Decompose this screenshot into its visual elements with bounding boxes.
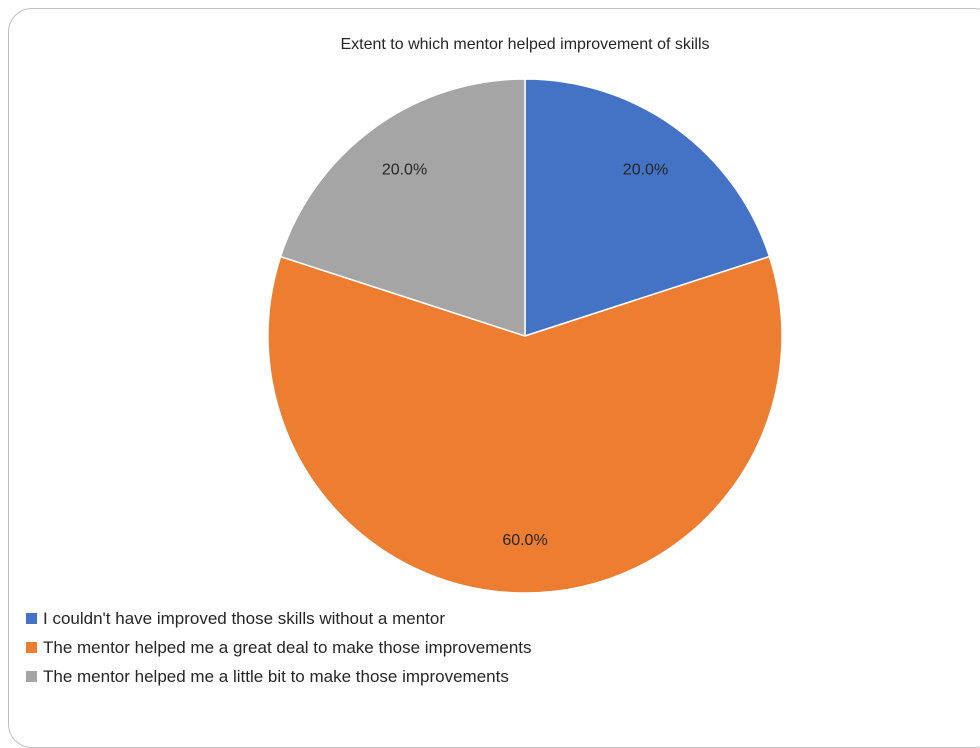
pie-slice-2 xyxy=(267,255,783,594)
legend-label: I couldn't have improved those skills wi… xyxy=(43,608,445,628)
data-label-2: 60.0% xyxy=(502,532,547,549)
legend-label: The mentor helped me a little bit to mak… xyxy=(43,666,509,686)
legend-swatch xyxy=(26,613,37,624)
chart-title: Extent to which mentor helped improvemen… xyxy=(340,36,710,53)
data-label-3: 20.0% xyxy=(382,161,427,178)
legend-item-2: The mentor helped me a great deal to mak… xyxy=(26,633,532,662)
legend-item-1: I couldn't have improved those skills wi… xyxy=(26,604,532,633)
pie-chart: 20.0% 60.0% 20.0% xyxy=(267,78,783,594)
data-label-1: 20.0% xyxy=(623,161,668,178)
legend-swatch xyxy=(26,642,37,653)
chart-legend: I couldn't have improved those skills wi… xyxy=(26,604,532,691)
legend-item-3: The mentor helped me a little bit to mak… xyxy=(26,662,532,691)
legend-swatch xyxy=(26,671,37,682)
pie-slice-1 xyxy=(524,78,771,338)
legend-label: The mentor helped me a great deal to mak… xyxy=(43,637,532,657)
pie-slice-3 xyxy=(279,78,526,338)
pie-data-labels: 20.0% 60.0% 20.0% xyxy=(382,161,668,549)
pie-slices xyxy=(267,78,783,594)
